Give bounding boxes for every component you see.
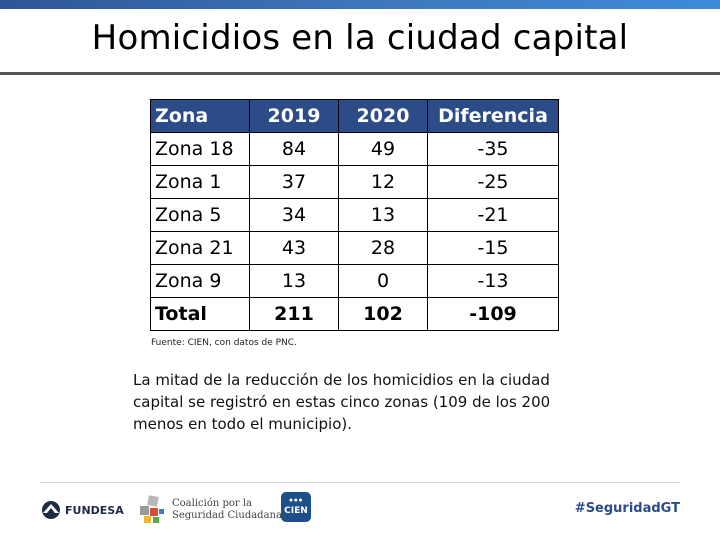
column-header-2020: 2020 xyxy=(338,99,428,133)
value-2019-cell: 13 xyxy=(249,264,339,298)
coalicion-line-1: Coalición por la xyxy=(172,498,253,509)
table-row: Zona 21 43 28 -15 xyxy=(150,231,559,265)
total-2020-cell: 102 xyxy=(338,297,428,331)
total-difference-cell: -109 xyxy=(427,297,559,331)
source-note: Fuente: CIEN, con datos de PNC. xyxy=(151,338,297,348)
title-divider xyxy=(0,72,720,75)
difference-cell: -15 xyxy=(427,231,559,265)
coalicion-text: Coalición por la Seguridad Ciudadana xyxy=(172,498,282,522)
zone-cell: Zona 5 xyxy=(150,198,250,232)
total-2019-cell: 211 xyxy=(249,297,339,331)
difference-cell: -21 xyxy=(427,198,559,232)
zone-cell: Zona 1 xyxy=(150,165,250,199)
zone-cell: Zona 21 xyxy=(150,231,250,265)
footer-divider xyxy=(40,482,680,483)
cien-wordmark: CIEN xyxy=(284,506,308,516)
value-2020-cell: 49 xyxy=(338,132,428,166)
cien-logo: ●●● CIEN xyxy=(281,492,311,522)
table-row: Zona 5 34 13 -21 xyxy=(150,198,559,232)
coalicion-logo: Coalición por la Seguridad Ciudadana xyxy=(136,494,282,526)
value-2019-cell: 84 xyxy=(249,132,339,166)
table-row: Zona 9 13 0 -13 xyxy=(150,264,559,298)
table-row: Zona 18 84 49 -35 xyxy=(150,132,559,166)
difference-cell: -13 xyxy=(427,264,559,298)
zone-cell: Zona 18 xyxy=(150,132,250,166)
slide-title: Homicidios en la ciudad capital xyxy=(91,18,629,58)
fundesa-mark-icon xyxy=(42,501,60,519)
table-total-row: Total 211 102 -109 xyxy=(150,297,559,331)
difference-cell: -35 xyxy=(427,132,559,166)
fundesa-logo: FUNDESA xyxy=(40,500,124,520)
value-2020-cell: 13 xyxy=(338,198,428,232)
zone-cell: Zona 9 xyxy=(150,264,250,298)
value-2019-cell: 34 xyxy=(249,198,339,232)
value-2019-cell: 43 xyxy=(249,231,339,265)
value-2019-cell: 37 xyxy=(249,165,339,199)
summary-text: La mitad de la reducción de los homicidi… xyxy=(133,371,551,433)
value-2020-cell: 0 xyxy=(338,264,428,298)
fundesa-wordmark: FUNDESA xyxy=(65,503,124,517)
column-header-zona: Zona xyxy=(150,99,250,133)
coalicion-line-2: Seguridad Ciudadana xyxy=(172,510,282,521)
cien-dots-icon: ●●● xyxy=(288,497,304,504)
value-2020-cell: 28 xyxy=(338,231,428,265)
value-2020-cell: 12 xyxy=(338,165,428,199)
column-header-diferencia: Diferencia xyxy=(427,99,559,133)
difference-cell: -25 xyxy=(427,165,559,199)
coalicion-mark-icon xyxy=(140,495,164,523)
hashtag: #SeguridadGT xyxy=(574,501,680,516)
homicides-table: Zona 2019 2020 Diferencia Zona 18 84 49 … xyxy=(150,99,559,331)
top-accent-bar xyxy=(0,0,720,9)
table-header-row: Zona 2019 2020 Diferencia xyxy=(150,99,559,133)
table-row: Zona 1 37 12 -25 xyxy=(150,165,559,199)
total-label-cell: Total xyxy=(150,297,250,331)
column-header-2019: 2019 xyxy=(249,99,339,133)
